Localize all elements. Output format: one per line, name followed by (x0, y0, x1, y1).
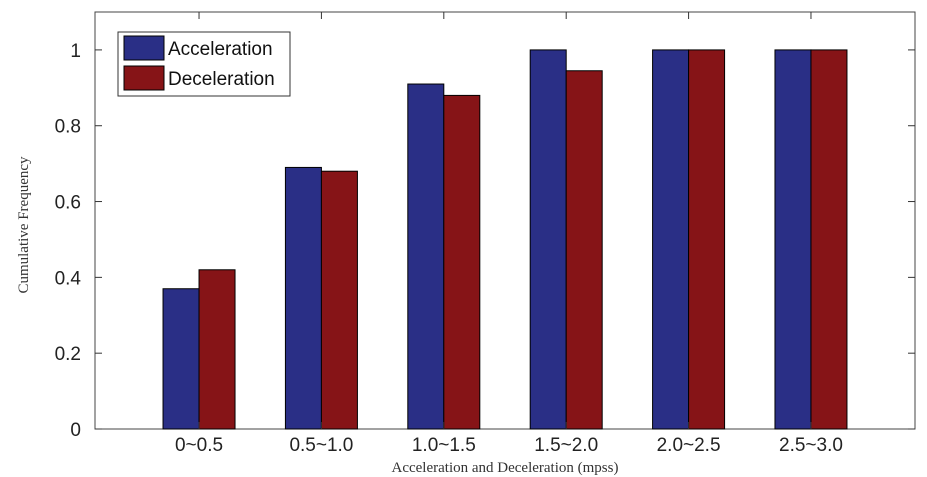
bars-layer (162, 49, 848, 430)
y-tick-label-2: 0.4 (55, 268, 82, 289)
bar-deceleration-2 (443, 94, 481, 430)
bar-acceleration-1 (284, 166, 322, 430)
bar-deceleration-5 (810, 49, 848, 430)
x-tick-label-3: 1.5~2.0 (534, 435, 598, 456)
legend-swatch-deceleration (123, 65, 165, 91)
x-tick-label-2: 1.0~1.5 (412, 435, 476, 456)
bar-acceleration-5 (774, 49, 812, 430)
y-axis-label: Cumulative Frequency (16, 156, 32, 294)
y-tick-label-5: 1 (70, 41, 81, 62)
legend-label-acceleration: Acceleration (168, 39, 273, 60)
bar-acceleration-2 (407, 83, 445, 430)
legend: Acceleration Deceleration (117, 31, 291, 97)
x-tick-label-4: 2.0~2.5 (657, 435, 721, 456)
bar-deceleration-3 (565, 70, 603, 430)
x-tick-label-0: 0~0.5 (175, 435, 223, 456)
y-tick-label-3: 0.6 (55, 193, 81, 214)
bar-deceleration-0 (198, 269, 236, 430)
x-tick-label-1: 0.5~1.0 (289, 435, 353, 456)
legend-label-deceleration: Deceleration (168, 69, 275, 90)
x-axis: 0~0.5 0.5~1.0 1.0~1.5 1.5~2.0 2.0~2.5 2.5~3.0 (175, 12, 843, 456)
y-axis: 0 0.2 0.4 0.6 0.8 1 (55, 41, 915, 441)
bar-deceleration-1 (320, 170, 358, 430)
x-tick-label-5: 2.5~3.0 (779, 435, 843, 456)
y-tick-label-0: 0 (70, 420, 81, 441)
bar-acceleration-4 (652, 49, 690, 430)
bar-deceleration-4 (688, 49, 726, 430)
bar-acceleration-3 (529, 49, 567, 430)
y-tick-label-1: 0.2 (55, 344, 81, 365)
bar-acceleration-0 (162, 288, 200, 430)
legend-swatch-acceleration (123, 35, 165, 61)
x-axis-label: Acceleration and Deceleration (mpss) (392, 460, 619, 476)
y-tick-label-4: 0.8 (55, 117, 81, 138)
